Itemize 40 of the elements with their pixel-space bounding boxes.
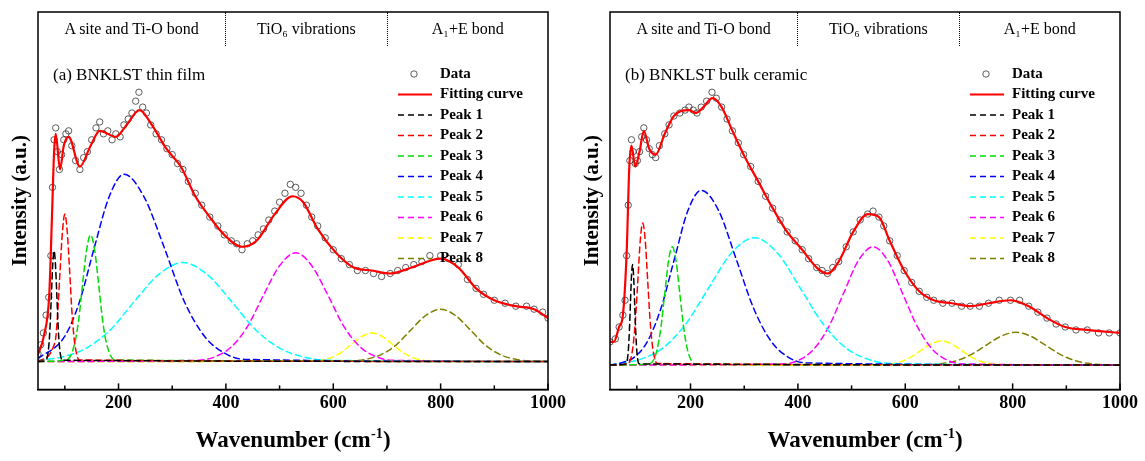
legend-label: Data — [440, 64, 472, 81]
legend-label: Peak 8 — [1012, 249, 1055, 266]
x-tick-label: 200 — [677, 391, 705, 412]
legend-label: Peak 8 — [440, 249, 483, 266]
x-tick-label: 600 — [891, 391, 919, 412]
chart-title: (a) BNKLST thin film — [53, 65, 206, 84]
y-axis-title: Intensity (a.u.) — [7, 135, 31, 267]
legend-label: Peak 6 — [440, 208, 484, 225]
chart-title: (b) BNKLST bulk ceramic — [625, 65, 808, 84]
legend-label: Peak 1 — [440, 105, 483, 122]
legend-label: Peak 2 — [1012, 126, 1055, 143]
x-tick-label: 800 — [427, 391, 455, 412]
legend-label: Peak 3 — [1012, 146, 1055, 163]
legend-label: Peak 7 — [1012, 228, 1056, 245]
legend-label: Peak 5 — [440, 187, 483, 204]
y-axis-title: Intensity (a.u.) — [579, 135, 603, 267]
legend-label: Peak 5 — [1012, 187, 1055, 204]
legend-label: Peak 3 — [440, 146, 483, 163]
text: A₁+E bond — [1002, 20, 1077, 38]
x-tick-label: 400 — [784, 391, 812, 412]
x-tick-label: 200 — [105, 391, 133, 412]
x-tick-label: 800 — [999, 391, 1027, 412]
text: TiO₆ vibrations — [827, 20, 929, 38]
legend-label: Peak 1 — [1012, 105, 1055, 122]
x-tick-label: 1000 — [1102, 391, 1138, 412]
x-tick-label: 600 — [319, 391, 347, 412]
legend-label: Peak 2 — [440, 126, 483, 143]
x-tick-label: 1000 — [530, 391, 566, 412]
legend-label: Peak 4 — [440, 167, 484, 184]
legend-label: Fitting curve — [440, 85, 524, 102]
text: A₁+E bond — [430, 20, 505, 38]
legend-label: Fitting curve — [1012, 85, 1096, 102]
legend-label: Data — [1012, 64, 1044, 81]
text: TiO₆ vibrations — [255, 20, 357, 38]
text: A site and Ti-O bond — [635, 20, 772, 38]
legend-label: Peak 4 — [1012, 167, 1056, 184]
text: A site and Ti-O bond — [63, 20, 200, 38]
legend-label: Peak 6 — [1012, 208, 1056, 225]
legend-label: Peak 7 — [440, 228, 484, 245]
x-tick-label: 400 — [212, 391, 240, 412]
